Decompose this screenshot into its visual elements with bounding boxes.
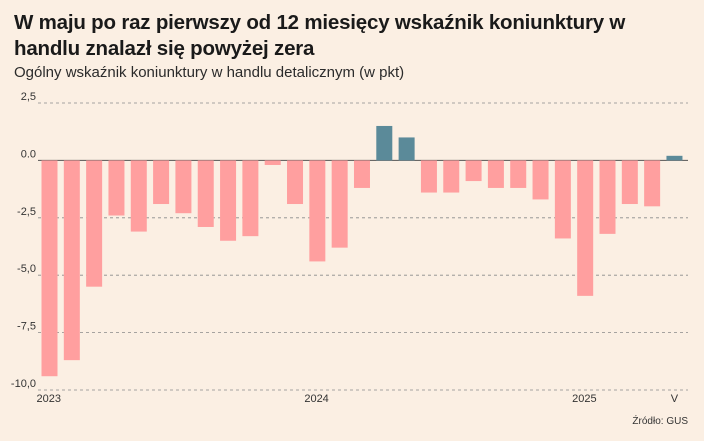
bar — [420, 160, 437, 193]
bar — [465, 160, 482, 182]
bar — [599, 160, 616, 234]
y-tick-label: 0.0 — [21, 148, 36, 160]
bar — [376, 125, 393, 161]
bar — [63, 160, 80, 361]
y-tick-label: -5,0 — [17, 263, 36, 275]
bar — [153, 160, 170, 205]
y-tick-label: -10,0 — [11, 378, 36, 390]
x-tick-label: V — [671, 393, 679, 405]
bar — [353, 160, 370, 188]
bar — [41, 160, 58, 377]
bar — [398, 137, 415, 161]
bar — [309, 160, 326, 262]
bar — [331, 160, 348, 248]
bar — [554, 160, 571, 239]
bar — [532, 160, 549, 200]
y-tick-label: 2,5 — [21, 91, 36, 103]
chart-subtitle: Ogólny wskaźnik koniunktury w handlu det… — [14, 64, 405, 81]
bar — [197, 160, 214, 227]
bar — [86, 160, 103, 287]
x-tick-label: 2024 — [304, 393, 328, 405]
x-tick-label: 2025 — [572, 393, 596, 405]
bar — [108, 160, 125, 216]
bar — [175, 160, 192, 214]
x-tick-label: 2023 — [37, 393, 61, 405]
chart-title: W maju po raz pierwszy od 12 miesięcy ws… — [14, 11, 626, 60]
bar — [220, 160, 237, 241]
bar — [287, 160, 304, 205]
bar — [443, 160, 460, 193]
bar — [621, 160, 638, 205]
bar — [130, 160, 147, 232]
bars — [41, 125, 683, 377]
y-tick-label: -7,5 — [17, 321, 36, 333]
y-axis-ticks: 2,5 0.0 -2,5 -5,0 -7,5 -10,0 — [11, 91, 36, 390]
bar — [264, 160, 281, 165]
bar — [644, 160, 661, 207]
x-axis-ticks: 2023 2024 2025 V — [37, 393, 679, 405]
y-tick-label: -2,5 — [17, 206, 36, 218]
source-note: Źródło: GUS — [632, 416, 688, 427]
bar — [487, 160, 504, 188]
bar — [666, 155, 683, 161]
bar — [577, 160, 594, 296]
bar — [242, 160, 259, 237]
bar — [510, 160, 527, 188]
